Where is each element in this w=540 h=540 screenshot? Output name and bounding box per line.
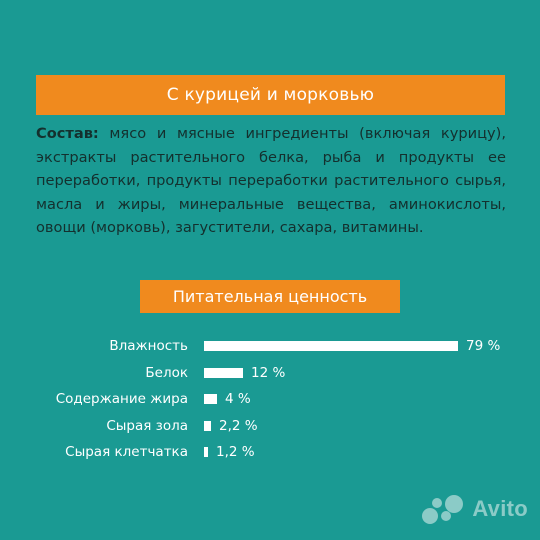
product-title: С курицей и морковью: [166, 85, 375, 105]
nutrition-row: Белок 12 %: [0, 360, 540, 387]
title-banner: С курицей и морковью: [36, 75, 505, 115]
nutrition-banner: Питательная ценность: [140, 280, 400, 313]
nutrition-row-value: 1,2 %: [216, 444, 255, 460]
nutrition-row: Сырая клетчатка 1,2 %: [0, 439, 540, 466]
nutrition-row: Содержание жира 4 %: [0, 386, 540, 413]
nutrition-row-value: 2,2 %: [219, 417, 258, 434]
nutrition-row-value: 4 %: [225, 391, 251, 407]
nutrition-bar: [204, 341, 458, 351]
composition-label: Состав:: [36, 125, 99, 142]
nutrition-row-label: Сырая зола: [106, 417, 188, 434]
nutrition-row-label: Сырая клетчатка: [65, 444, 188, 460]
nutrition-row: Сырая зола 2,2 %: [0, 413, 540, 440]
nutrition-heading: Питательная ценность: [172, 287, 368, 306]
composition-text: Состав: мясо и мясные ингредиенты (включ…: [36, 122, 506, 240]
nutrition-row-label: Влажность: [109, 338, 188, 354]
avito-logo-icon: [422, 495, 464, 524]
composition-body: мясо и мясные ингредиенты (включая куриц…: [36, 125, 506, 237]
nutrition-bar: [204, 367, 243, 378]
nutrition-row-label: Белок: [145, 364, 188, 381]
nutrition-bar: [204, 420, 211, 431]
nutrition-rows: Влажность 79 % Белок 12 % Содержание жира 4 %…: [0, 333, 540, 466]
nutrition-row-value: 79 %: [466, 338, 501, 354]
avito-watermark: Avito: [420, 492, 528, 526]
nutrition-row: Влажность 79 %: [0, 333, 540, 360]
nutrition-bar: [204, 447, 208, 457]
watermark-text: Avito: [472, 496, 528, 521]
nutrition-row-value: 12 %: [251, 364, 286, 381]
nutrition-bar: [204, 394, 217, 404]
nutrition-row-label: Содержание жира: [55, 391, 188, 407]
